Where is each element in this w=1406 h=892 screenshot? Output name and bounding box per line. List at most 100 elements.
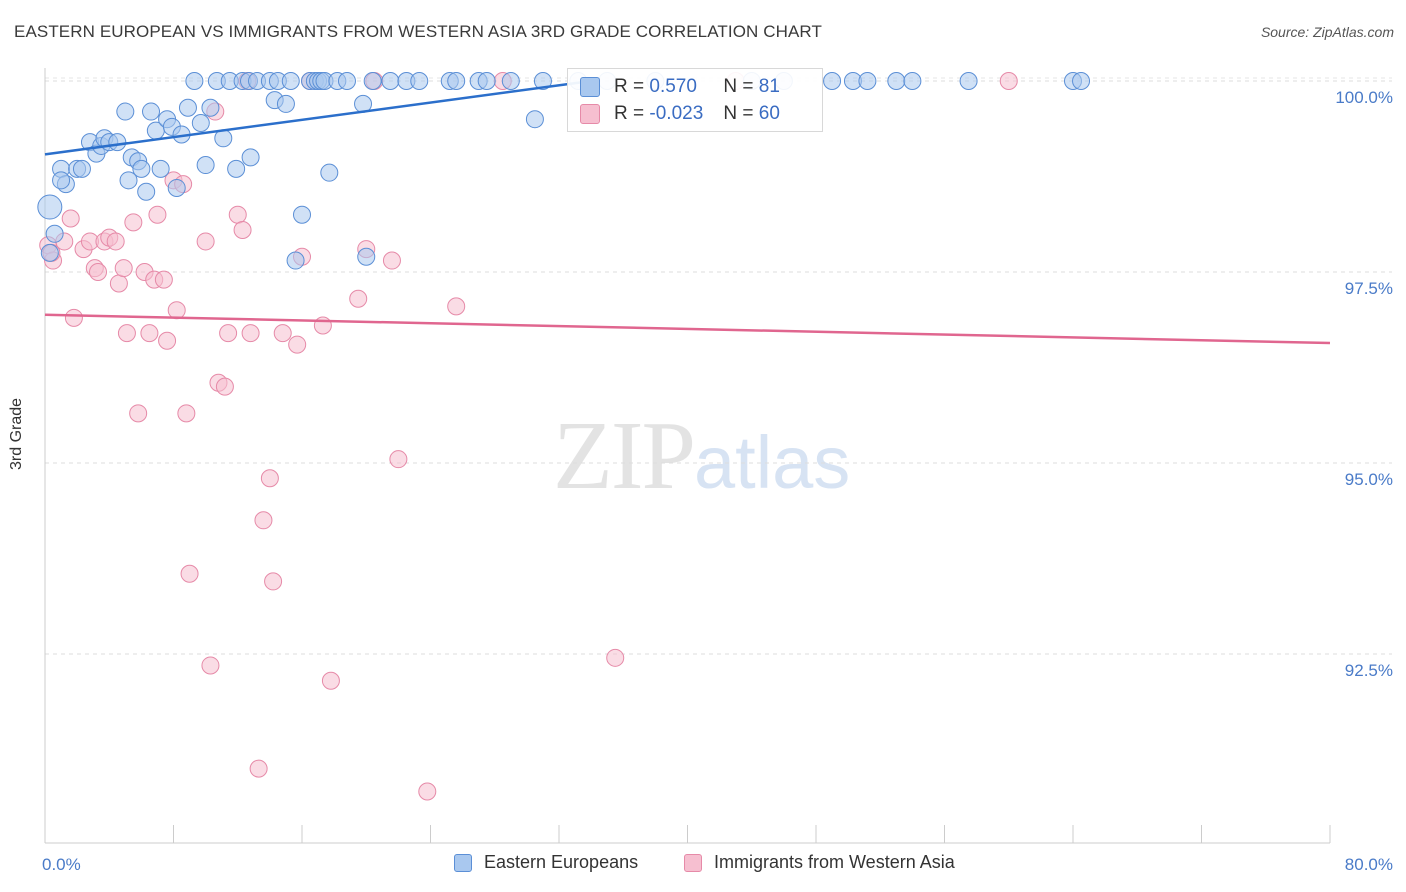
data-point-eastern-europeans — [320, 163, 339, 182]
data-point-western-asia — [260, 469, 279, 488]
data-point-western-asia — [124, 213, 143, 232]
data-point-eastern-europeans — [178, 98, 197, 117]
data-point-eastern-europeans — [196, 156, 215, 175]
data-point-western-asia — [201, 656, 220, 675]
trend-lines — [44, 79, 1331, 345]
stats-n-label: N = — [723, 76, 754, 97]
data-point-eastern-europeans — [477, 72, 496, 90]
data-point-western-asia — [382, 251, 401, 270]
data-point-western-asia — [177, 404, 196, 423]
data-point-western-asia — [167, 301, 186, 320]
axes — [44, 68, 1331, 844]
trend-line-western-asia — [44, 313, 1331, 345]
data-point-eastern-europeans — [37, 194, 63, 220]
legend-label-western-asia: Immigrants from Western Asia — [714, 852, 955, 872]
data-point-eastern-europeans — [45, 224, 64, 243]
x-tick-label: 0.0% — [42, 855, 81, 874]
data-point-western-asia — [154, 270, 173, 289]
data-point-western-asia — [219, 324, 238, 343]
data-point-eastern-europeans — [40, 243, 59, 262]
data-point-eastern-europeans — [167, 178, 186, 197]
data-point-eastern-europeans — [410, 72, 429, 90]
data-point-eastern-europeans — [357, 247, 376, 266]
data-point-western-asia — [233, 220, 252, 239]
source-credit: Source: ZipAtlas.com — [1260, 24, 1394, 40]
bottom-legend: Eastern Europeans Immigrants from Wester… — [0, 852, 1406, 878]
legend-swatch-blue — [454, 853, 472, 872]
stats-n-label: N = — [723, 103, 754, 124]
stats-r-value: 0.570 — [649, 76, 697, 97]
data-point-eastern-europeans — [116, 102, 135, 121]
data-point-western-asia — [61, 209, 80, 228]
data-point-eastern-europeans — [858, 72, 877, 90]
data-point-western-asia — [180, 564, 199, 583]
data-point-eastern-europeans — [137, 182, 156, 201]
data-point-western-asia — [249, 759, 268, 778]
stats-n-value: 81 — [758, 76, 780, 97]
series-immigrants-western-asia-points — [39, 72, 1018, 801]
data-point-western-asia — [106, 232, 125, 251]
data-point-western-asia — [196, 232, 215, 251]
data-point-eastern-europeans — [72, 159, 91, 178]
stats-swatch-blue — [580, 77, 600, 97]
data-point-western-asia — [158, 331, 177, 350]
y-tick-label: 97.5% — [1345, 279, 1393, 298]
stats-r-value: -0.023 — [649, 103, 704, 124]
data-point-western-asia — [273, 324, 292, 343]
legend-item-western-asia[interactable]: Immigrants from Western Asia — [684, 852, 955, 873]
data-point-western-asia — [148, 205, 167, 224]
data-point-eastern-europeans — [151, 159, 170, 178]
x-tick-label: 80.0% — [1345, 855, 1393, 874]
trend-line-eastern-europeans — [44, 79, 592, 156]
data-point-western-asia — [254, 511, 273, 530]
data-point-eastern-europeans — [381, 72, 400, 90]
data-point-western-asia — [140, 324, 159, 343]
stats-n-value: 60 — [758, 103, 780, 124]
data-point-eastern-europeans — [501, 72, 520, 90]
tick-labels: 100.0% 97.5% 95.0% 92.5% 0.0% 80.0% — [42, 88, 1393, 874]
data-point-western-asia — [241, 324, 260, 343]
data-point-eastern-europeans — [132, 159, 151, 178]
data-point-western-asia — [215, 377, 234, 396]
data-point-eastern-europeans — [191, 114, 210, 133]
data-point-eastern-europeans — [119, 171, 138, 190]
series-eastern-europeans-points — [37, 72, 1091, 270]
data-point-eastern-europeans — [185, 72, 204, 90]
stats-row-eastern-europeans: R = 0.570 N = 81 — [580, 74, 780, 100]
data-point-eastern-europeans — [959, 72, 978, 90]
chart-title: EASTERN EUROPEAN VS IMMIGRANTS FROM WEST… — [14, 22, 822, 41]
stats-r-label: R = — [614, 103, 645, 124]
data-point-eastern-europeans — [293, 205, 311, 224]
data-point-eastern-europeans — [447, 72, 466, 90]
data-point-eastern-europeans — [52, 171, 71, 190]
data-point-western-asia — [89, 263, 108, 281]
data-point-western-asia — [228, 205, 247, 224]
legend-label-eastern-europeans: Eastern Europeans — [484, 852, 639, 872]
data-point-western-asia — [389, 450, 408, 469]
y-tick-label: 92.5% — [1345, 661, 1393, 680]
data-point-western-asia — [418, 782, 437, 801]
data-point-eastern-europeans — [823, 72, 842, 90]
data-point-eastern-europeans — [887, 72, 906, 90]
data-point-western-asia — [447, 297, 466, 316]
data-point-eastern-europeans — [142, 102, 161, 121]
stats-row-western-asia: R = -0.023 N = 60 — [580, 101, 780, 127]
watermark-zip: ZIP — [553, 402, 696, 510]
data-point-western-asia — [109, 274, 128, 293]
data-point-western-asia — [999, 72, 1018, 90]
data-point-western-asia — [288, 335, 307, 354]
data-point-eastern-europeans — [201, 98, 220, 117]
y-tick-label: 95.0% — [1345, 470, 1393, 489]
data-point-eastern-europeans — [903, 72, 922, 90]
legend-item-eastern-europeans[interactable]: Eastern Europeans — [454, 852, 638, 873]
data-point-western-asia — [129, 404, 148, 423]
data-point-eastern-europeans — [1072, 72, 1091, 90]
data-point-eastern-europeans — [276, 94, 295, 113]
data-point-eastern-europeans — [525, 110, 544, 129]
data-point-western-asia — [606, 648, 625, 667]
stats-r-label: R = — [614, 76, 645, 97]
y-tick-label: 100.0% — [1335, 88, 1393, 107]
data-point-eastern-europeans — [108, 133, 127, 152]
stats-legend: R = 0.570 N = 81 R = -0.023 N = 60 — [567, 68, 823, 132]
